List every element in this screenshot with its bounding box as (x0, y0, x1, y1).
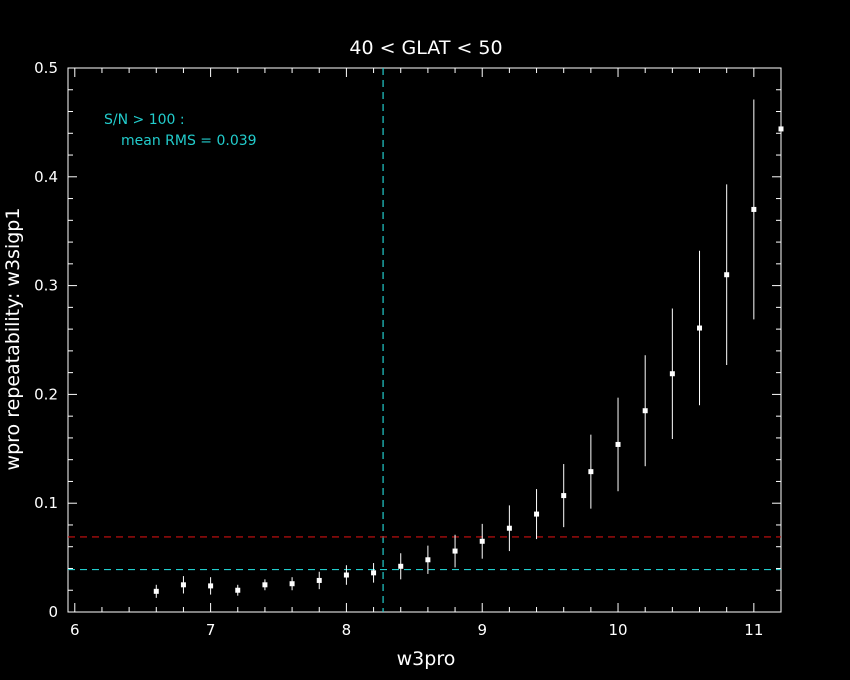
x-tick-label: 10 (608, 621, 627, 639)
annotation-line-2: mean RMS = 0.039 (121, 133, 257, 149)
y-tick-label: 0.4 (34, 168, 58, 186)
data-point (724, 272, 730, 278)
y-tick-label: 0.1 (34, 494, 58, 512)
data-point (343, 572, 349, 578)
x-tick-label: 11 (744, 621, 763, 639)
data-point (180, 582, 186, 588)
y-tick-label: 0.3 (34, 277, 58, 295)
data-point (615, 441, 621, 447)
data-point (534, 511, 540, 517)
x-tick-label: 9 (477, 621, 487, 639)
data-point (398, 563, 404, 569)
data-point (778, 126, 784, 132)
x-tick-label: 6 (70, 621, 80, 639)
x-tick-label: 7 (206, 621, 216, 639)
data-point (371, 570, 377, 576)
data-point (561, 493, 567, 499)
data-point (751, 206, 757, 212)
data-point (452, 548, 458, 554)
data-point (153, 588, 159, 594)
data-point (289, 581, 295, 587)
data-point (506, 525, 512, 531)
y-tick-label: 0.5 (34, 59, 58, 77)
data-point (208, 583, 214, 589)
data-point (262, 582, 268, 588)
annotation-line-1: S/N > 100 : (104, 112, 185, 128)
data-point (479, 538, 485, 544)
chart-title: 40 < GLAT < 50 (349, 37, 502, 59)
data-point (588, 469, 594, 475)
y-tick-label: 0.2 (34, 385, 58, 403)
data-point (235, 587, 241, 593)
data-point (316, 577, 322, 583)
data-point (425, 557, 431, 563)
data-point (697, 325, 703, 331)
plot-area: 6 7 8 9 10 11 0 0.1 0.2 0.3 0.4 0.5 (34, 59, 784, 639)
x-tick-label: 8 (342, 621, 352, 639)
plot-frame (67, 67, 782, 613)
y-tick-label: 0 (48, 603, 58, 621)
data-point (669, 371, 675, 377)
data-point (642, 408, 648, 414)
y-axis-label: wpro repeatability: w3sigp1 (2, 208, 24, 471)
x-axis-label: w3pro (397, 648, 456, 670)
